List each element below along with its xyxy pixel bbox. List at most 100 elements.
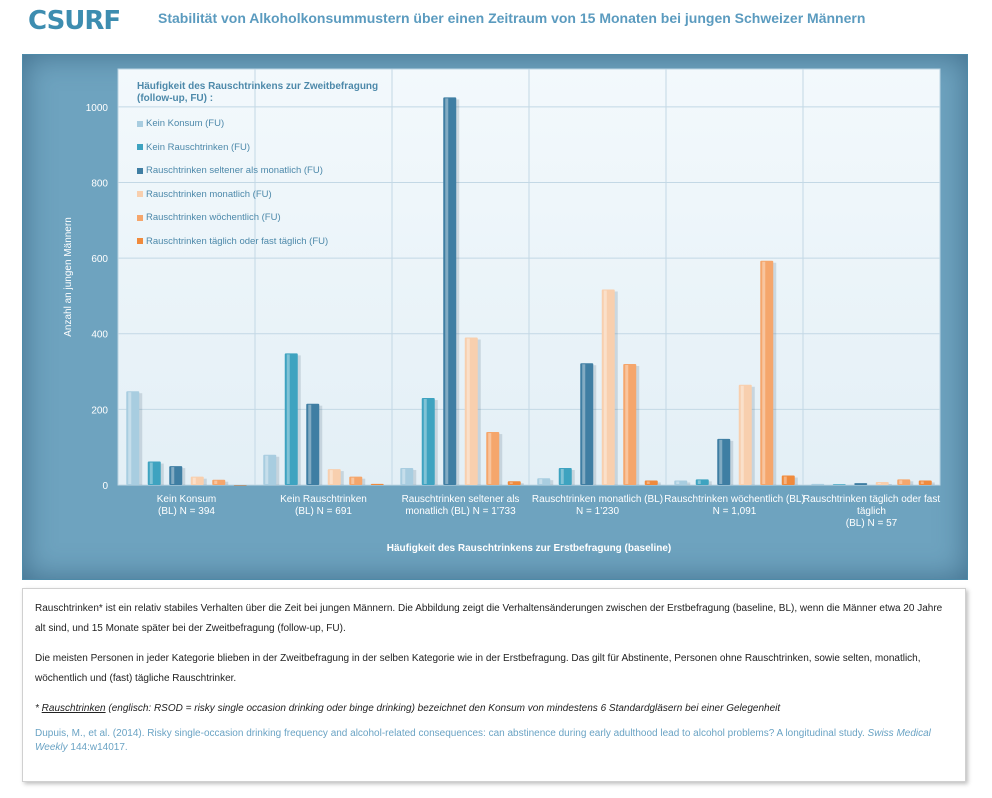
bar — [327, 469, 341, 485]
csurf-logo: CSURF — [28, 6, 121, 36]
bar-highlight — [783, 476, 787, 484]
description-box: Rauschtrinken* ist ein relativ stabiles … — [22, 588, 966, 782]
x-tick-label: (BL) N = 691 — [295, 506, 352, 517]
bar-highlight — [329, 470, 333, 484]
bar-highlight — [762, 261, 766, 484]
x-tick-label: Kein Konsum — [157, 494, 216, 505]
bar-highlight — [625, 364, 629, 484]
y-tick-label: 1000 — [86, 103, 109, 114]
bar — [349, 476, 363, 485]
bar — [169, 466, 183, 485]
bar — [443, 97, 457, 485]
bar-highlight — [214, 480, 218, 484]
x-tick-label: Rauschtrinken seltener als — [402, 494, 520, 505]
bar-highlight — [466, 338, 470, 484]
bar-chart: 0 200 400 600 800 1000 Kein Konsum(BL) N = 394… — [63, 68, 941, 554]
legend-item: Rauschtrinken täglich oder fast täglich … — [137, 230, 328, 254]
legend-item: Kein Konsum (FU) — [137, 112, 328, 136]
citation-journal: Swiss Medical Weekly — [35, 728, 931, 753]
bar — [781, 475, 795, 485]
bar-highlight — [351, 477, 355, 484]
citation[interactable]: Dupuis, M., et al. (2014). Risky single-… — [35, 727, 955, 755]
bar-highlight — [445, 98, 449, 484]
bar-highlight — [676, 481, 680, 484]
legend-item: Kein Rauschtrinken (FU) — [137, 136, 328, 160]
legend-label: Rauschtrinken seltener als monatlich (FU… — [146, 165, 323, 177]
x-tick-label: (BL) N = 394 — [158, 506, 215, 517]
bar-highlight — [149, 462, 153, 484]
bar-highlight — [539, 479, 543, 484]
citation-volume: 144:w14017. — [67, 742, 128, 753]
bar — [811, 483, 825, 485]
bar — [486, 432, 500, 485]
x-tick-label: Kein Rauschtrinken — [280, 494, 367, 505]
bar-highlight — [128, 392, 132, 484]
bar-highlight — [171, 467, 175, 484]
x-tick-label: N = 1,091 — [713, 506, 757, 517]
x-tick-label: Rauschtrinken täglich oder fast — [803, 494, 941, 505]
y-tick-label: 0 — [102, 481, 108, 492]
y-tick-label: 800 — [91, 178, 108, 189]
bar-highlight — [603, 290, 607, 484]
y-tick-label: 200 — [91, 405, 108, 416]
x-tick-label: täglich — [857, 506, 886, 517]
bar-highlight — [582, 364, 586, 484]
bar — [644, 480, 658, 485]
bar — [832, 484, 846, 485]
bar — [558, 467, 572, 485]
bar — [212, 479, 226, 485]
x-tick-label: Rauschtrinken wöchentlich (BL) — [664, 494, 805, 505]
bar — [717, 438, 731, 485]
bar — [126, 391, 140, 485]
bar-highlight — [265, 455, 269, 484]
bar — [464, 337, 478, 485]
bar-highlight — [423, 399, 427, 484]
x-tick-label: monatlich (BL) N = 1’733 — [405, 506, 516, 517]
bar-highlight — [192, 477, 196, 484]
x-axis-title: Häufigkeit des Rauschtrinkens zur Erstbe… — [387, 543, 672, 554]
legend-item: Rauschtrinken wöchentlich (FU) — [137, 206, 328, 230]
footnote: * Rauschtrinken (englisch: RSOD = risky … — [35, 699, 955, 719]
bar — [695, 479, 709, 485]
bar — [263, 454, 277, 485]
bar — [370, 483, 384, 485]
bar — [306, 403, 320, 485]
bar — [623, 363, 637, 485]
description-paragraph-2: Die meisten Personen in jeder Kategorie … — [35, 653, 921, 684]
bar — [421, 398, 435, 485]
bar-highlight — [402, 468, 406, 484]
x-tick-label: Rauschtrinken monatlich (BL) — [532, 494, 663, 505]
bar — [580, 363, 594, 485]
bar-highlight — [697, 480, 701, 484]
bar-highlight — [920, 481, 924, 484]
bar — [147, 461, 161, 485]
bar-highlight — [560, 468, 564, 484]
legend-label: Rauschtrinken täglich oder fast täglich … — [146, 235, 329, 247]
legend-swatch — [137, 167, 143, 174]
x-tick-label: N = 1’230 — [576, 506, 620, 517]
legend: Kein Konsum (FU) Kein Rauschtrinken (FU) R… — [137, 112, 328, 253]
footnote-star: * — [35, 703, 42, 714]
legend-label: Kein Rauschtrinken (FU) — [146, 141, 251, 153]
legend-label: Kein Konsum (FU) — [146, 118, 225, 130]
description-paragraph-1: Rauschtrinken* ist ein relativ stabiles … — [35, 603, 943, 634]
legend-item: Rauschtrinken seltener als monatlich (FU… — [137, 159, 328, 183]
bar — [601, 289, 615, 485]
bar — [284, 353, 298, 485]
legend-title: Häufigkeit des Rauschtrinkens zur Zweitb… — [137, 81, 379, 104]
bar-highlight — [308, 404, 312, 484]
bar-highlight — [646, 481, 650, 484]
y-tick-label: 400 — [91, 330, 108, 341]
bar — [897, 479, 911, 485]
legend-label: Rauschtrinken monatlich (FU) — [146, 188, 272, 200]
y-tick-label: 600 — [91, 254, 108, 265]
chart-frame: 0 200 400 600 800 1000 Kein Konsum (BL) N = 394… — [22, 54, 968, 580]
footnote-term: Rauschtrinken — [41, 703, 106, 714]
bar — [738, 384, 752, 485]
legend-swatch — [137, 191, 143, 198]
bar-highlight — [488, 433, 492, 484]
legend-swatch — [137, 144, 143, 151]
bar-highlight — [899, 480, 903, 484]
bar — [507, 481, 521, 485]
bar — [875, 481, 889, 485]
